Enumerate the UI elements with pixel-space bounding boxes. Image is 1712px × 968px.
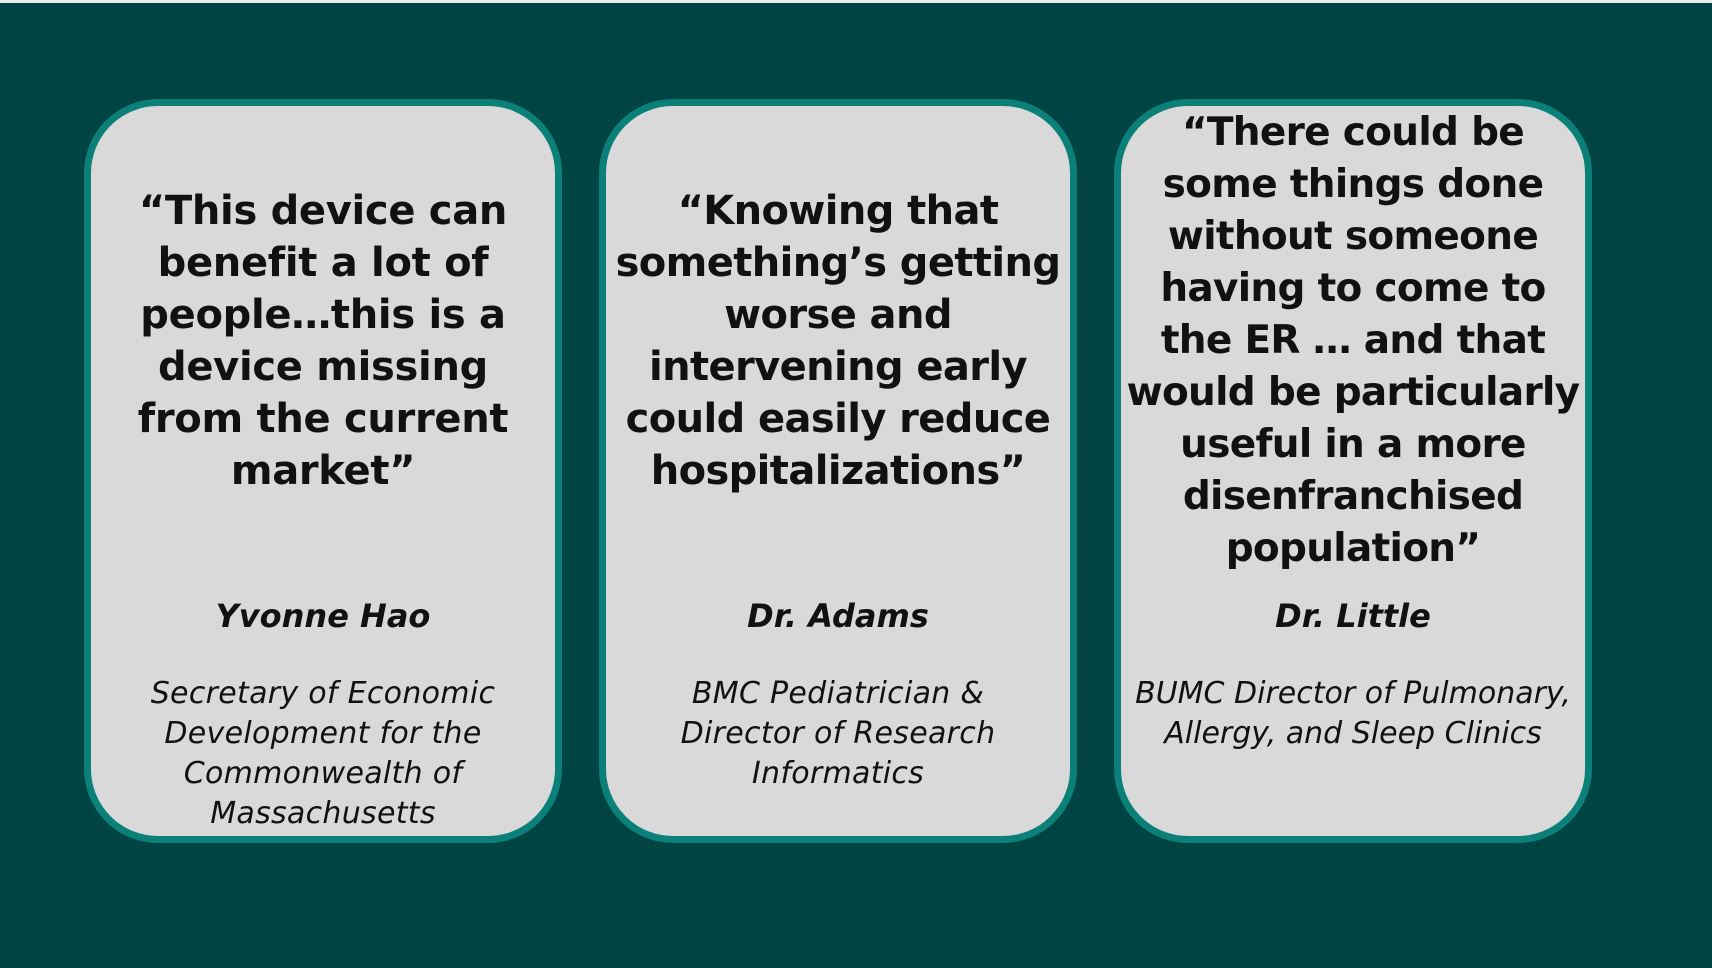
slide-top-edge [0,0,1712,3]
testimonial-quote: “Knowing that something’s getting worse … [615,188,1061,494]
testimonial-name: Dr. Adams [747,597,929,635]
quote-area: “This device can benefit a lot of people… [91,106,555,576]
testimonial-quote: “This device can benefit a lot of people… [137,188,509,494]
testimonial-card-dr-little: “There could be some things done without… [1114,99,1592,843]
quote-area: “There could be some things done without… [1121,106,1585,576]
testimonial-quote: “There could be some things done without… [1126,110,1580,571]
testimonial-card-dr-adams: “Knowing that something’s getting worse … [599,99,1077,843]
testimonial-name: Yvonne Hao [215,597,431,635]
testimonial-role: BUMC Director of Pulmonary, Allergy, and… [1135,676,1571,751]
testimonial-role: BMC Pediatrician & Director of Research … [680,676,996,791]
quote-area: “Knowing that something’s getting worse … [606,106,1070,576]
testimonial-role: Secretary of Economic Development for th… [150,676,496,831]
testimonial-card-yvonne-hao: “This device can benefit a lot of people… [84,99,562,843]
testimonial-name: Dr. Little [1275,597,1431,635]
